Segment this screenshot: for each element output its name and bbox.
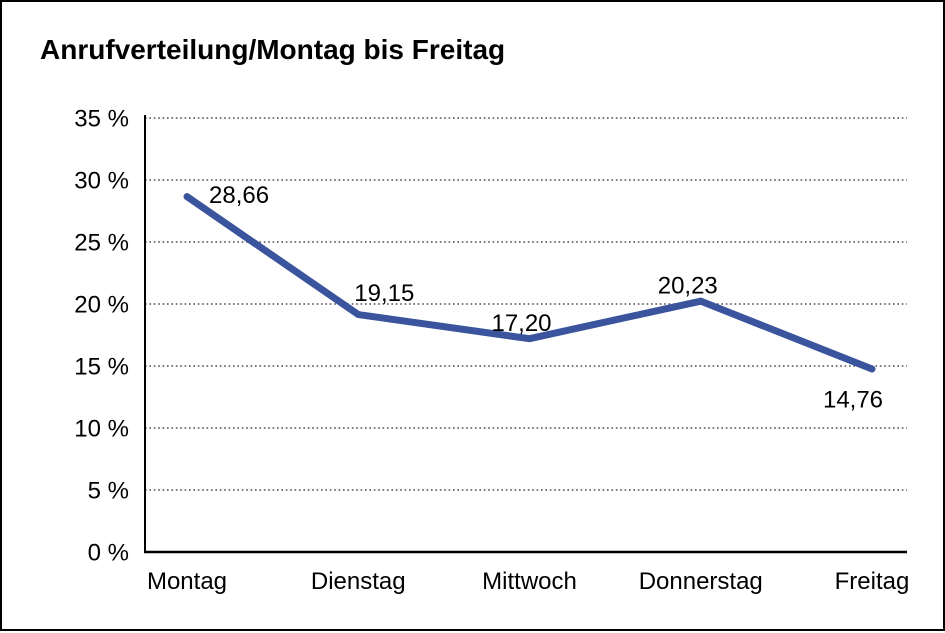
data-point-label: 20,23 xyxy=(658,273,718,300)
x-category-label: Donnerstag xyxy=(639,568,763,595)
y-tick-label: 20 % xyxy=(74,292,129,319)
y-tick-label: 35 % xyxy=(74,106,129,133)
data-point-label: 14,76 xyxy=(823,386,883,413)
data-point-label: 28,66 xyxy=(209,182,269,209)
chart-title: Anrufverteilung/Montag bis Freitag xyxy=(40,34,506,65)
y-tick-label: 25 % xyxy=(74,230,129,257)
x-category-label: Dienstag xyxy=(311,568,406,595)
y-tick-label: 10 % xyxy=(74,416,129,443)
y-tick-label: 0 % xyxy=(88,540,129,567)
y-tick-label: 15 % xyxy=(74,354,129,381)
x-category-label: Freitag xyxy=(835,568,910,595)
x-category-label: Montag xyxy=(147,568,227,595)
x-category-label: Mittwoch xyxy=(482,568,577,595)
y-tick-label: 5 % xyxy=(88,478,129,505)
data-point-label: 19,15 xyxy=(354,280,414,307)
y-tick-label: 30 % xyxy=(74,168,129,195)
data-series-line xyxy=(183,193,876,373)
data-point-label: 17,20 xyxy=(491,310,551,337)
